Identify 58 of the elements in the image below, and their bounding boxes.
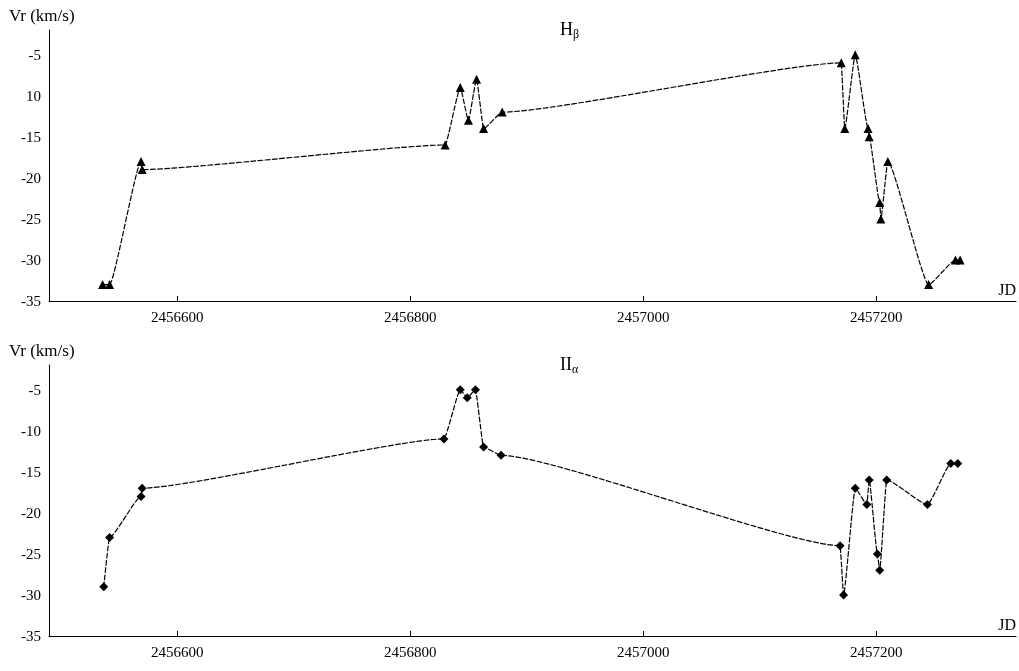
y-tick-label: -20 [21,504,41,521]
point [835,541,845,551]
point [882,475,892,485]
y-tick-label: -15 [21,463,41,480]
point [455,385,465,395]
point [875,197,885,207]
x-axis-title: JD [998,280,1016,298]
point [875,565,885,575]
point [850,483,860,493]
point [463,115,473,125]
point [105,532,115,542]
point [472,74,482,84]
y-tick-label: -20 [21,169,41,186]
point [462,393,472,403]
point [863,124,873,134]
point [479,124,489,134]
x-tick-label: 2457200 [849,308,903,325]
y-axis-title: Vr (km/s) [9,6,75,25]
point [455,82,465,92]
point [864,475,874,485]
x-tick-label: 2457000 [616,308,670,325]
point [839,590,849,600]
x-tick-label: 2456600 [150,308,204,325]
point [136,156,146,166]
point [479,442,489,452]
point [924,280,934,290]
point [99,582,109,592]
point [137,483,147,493]
x-tick-label: 2457000 [616,643,670,660]
y-tick-label: -35 [21,293,41,309]
y-tick-label: -30 [21,586,41,603]
y-tick-label: -35 [21,628,41,644]
y-tick-label: -5 [28,46,41,63]
point [105,280,115,290]
y-tick-label: -25 [21,210,41,227]
point [497,107,507,117]
y-tick-label: -25 [21,545,41,562]
x-tick-label: 2456600 [150,643,204,660]
x-axis-title: JD [998,615,1016,633]
y-tick-label: -10 [21,422,41,439]
x-tick-label: 2456800 [383,643,437,660]
y-tick-label: -5 [28,381,41,398]
x-tick-label: 2457200 [849,643,903,660]
point [136,491,146,501]
y-tick-label: 10 [26,87,41,104]
point [439,434,449,444]
y-tick-label: -15 [21,128,41,145]
point [872,549,882,559]
y-tick-label: -30 [21,251,41,268]
point [862,500,872,510]
point [953,459,963,469]
x-tick-label: 2456800 [383,308,437,325]
y-axis-title: Vr (km/s) [9,341,75,360]
point [946,459,956,469]
point [922,500,932,510]
point [883,156,893,166]
point [470,385,480,395]
point [496,450,506,460]
